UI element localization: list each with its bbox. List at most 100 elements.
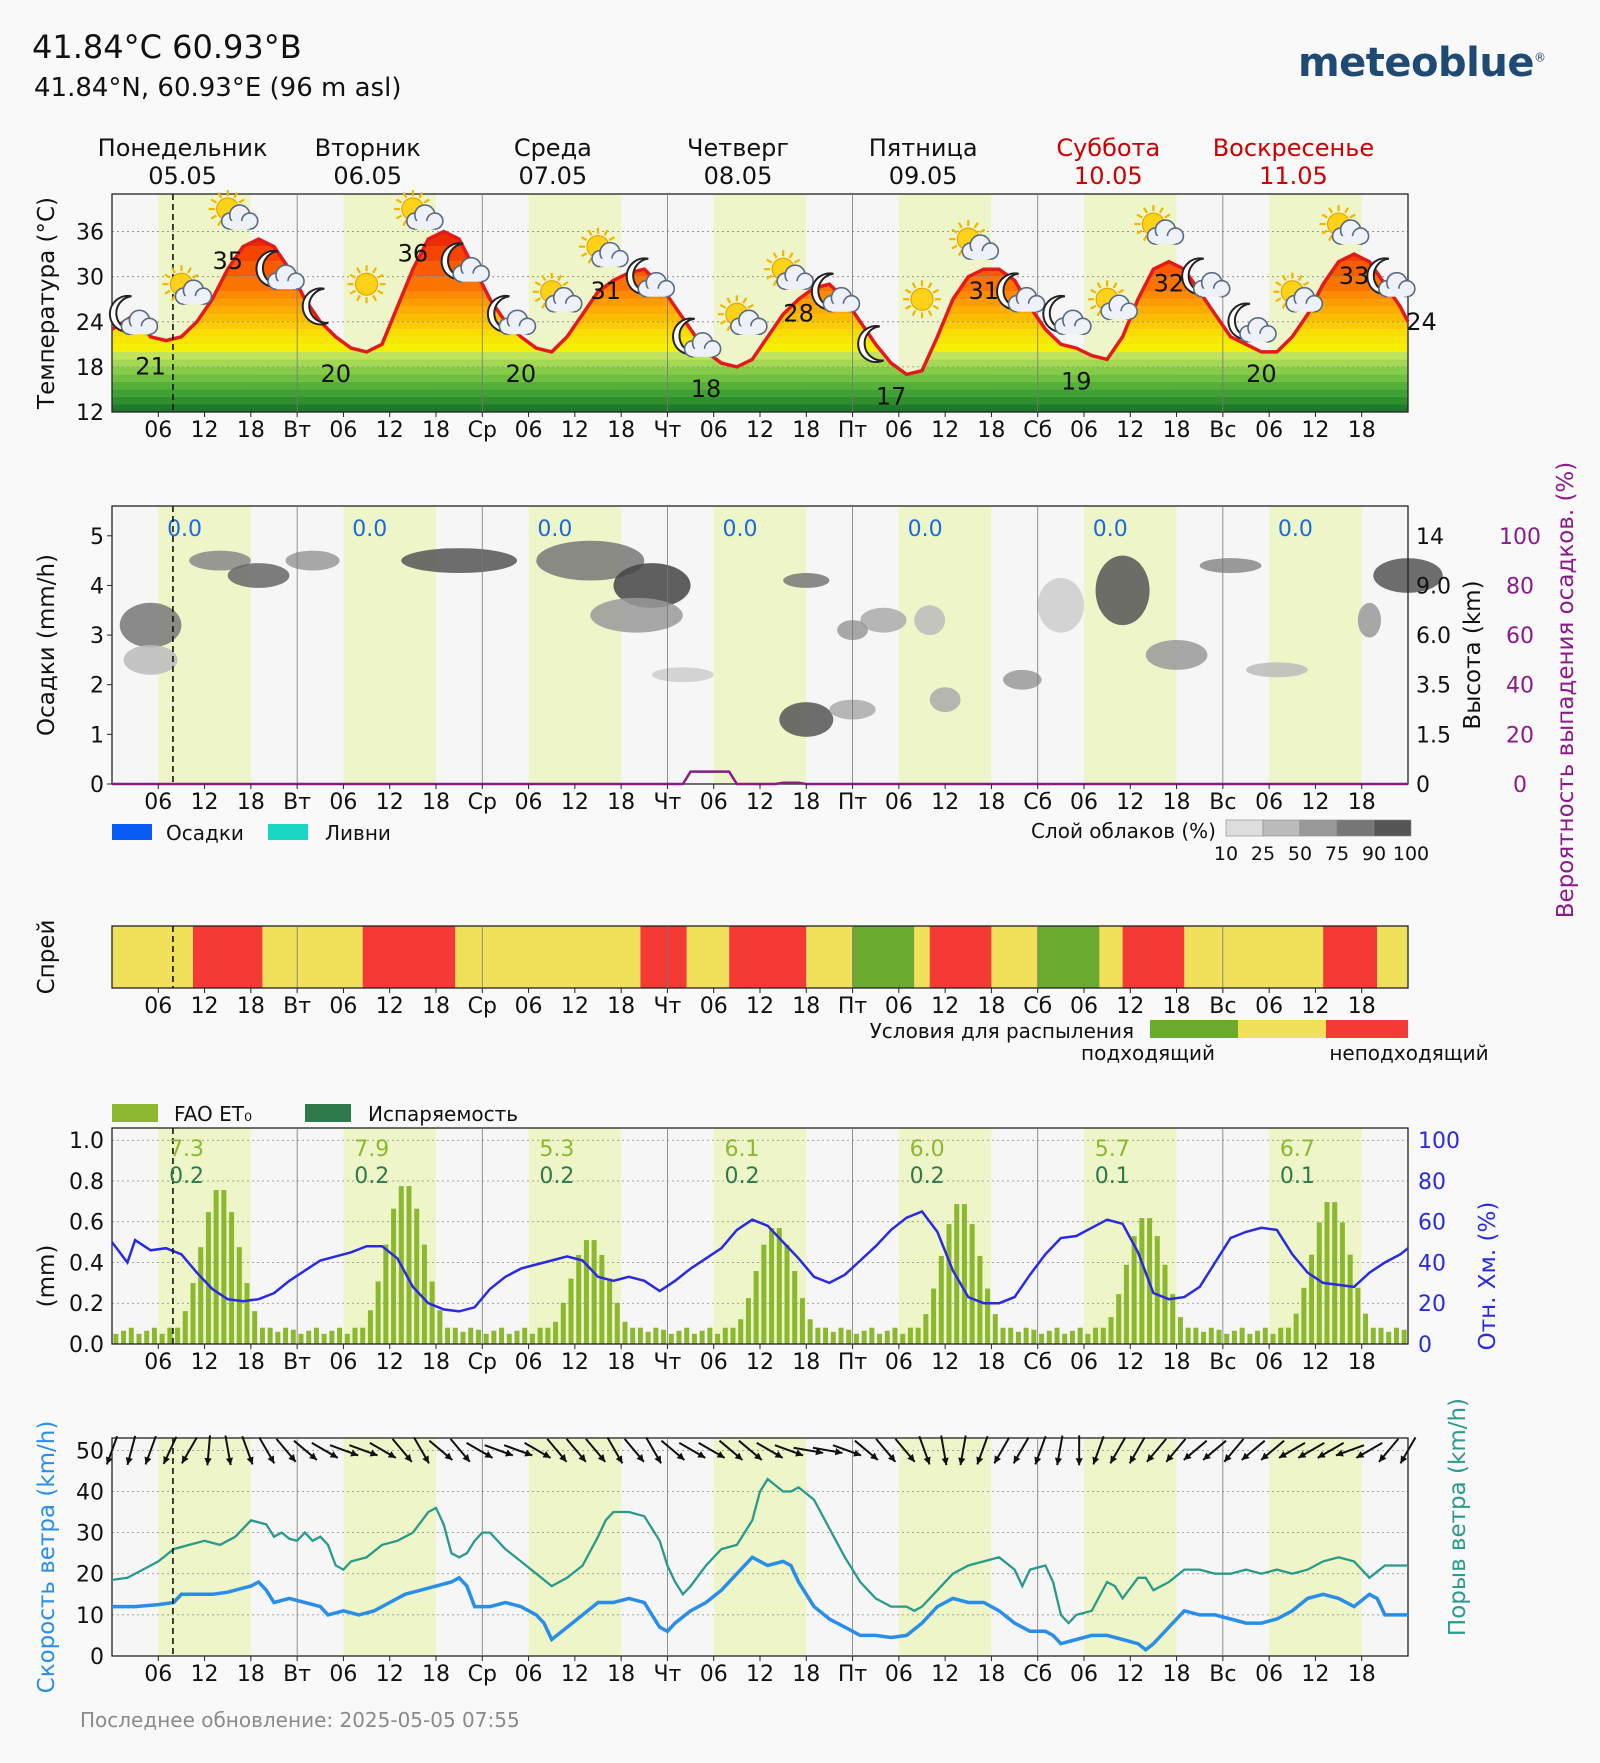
sun-ray xyxy=(580,236,588,242)
et0-bar xyxy=(1139,1218,1145,1344)
sun-cloud-icon xyxy=(393,190,444,230)
x-tick-label: 06 xyxy=(700,1350,728,1375)
x-tick-label: 18 xyxy=(1348,418,1376,443)
y-tick-label: 36 xyxy=(76,221,104,246)
wind-direction-arrow xyxy=(275,1438,297,1463)
cloud-base xyxy=(129,326,150,335)
x-tick-label: 12 xyxy=(1301,1662,1329,1687)
et0-bar xyxy=(167,1327,173,1344)
daytime-band xyxy=(343,1128,436,1344)
et0-bar xyxy=(776,1228,782,1344)
et0-bar xyxy=(1108,1317,1114,1344)
x-tick-label: 18 xyxy=(792,994,820,1019)
wind-direction-arrow xyxy=(1297,1441,1325,1459)
et0-bar xyxy=(1069,1330,1075,1344)
moon-icon xyxy=(301,287,329,326)
et0-bar xyxy=(198,1247,204,1344)
et0-bar xyxy=(761,1244,767,1344)
wind-direction-arrow xyxy=(623,1438,645,1463)
et0-bar xyxy=(491,1330,497,1344)
et0-bar xyxy=(352,1327,358,1344)
et0-bar xyxy=(236,1247,242,1344)
daytime-band xyxy=(1269,506,1362,784)
arrow-head xyxy=(941,1457,949,1466)
x-tick-label: 18 xyxy=(977,790,1005,815)
meteoblue-logo[interactable]: meteoblue® xyxy=(1298,40,1546,86)
arrow-head xyxy=(774,1451,783,1458)
arrow-head xyxy=(1317,1451,1326,1458)
sun-ray xyxy=(186,267,192,274)
et0-legend-label: FAO ET₀ xyxy=(174,1102,252,1126)
x-tick-label: 12 xyxy=(191,994,219,1019)
x-tick-label: 12 xyxy=(931,1662,959,1687)
daily-et0-value: 6.7 xyxy=(1280,1137,1315,1162)
spray-segment xyxy=(1099,926,1123,988)
sun-ray xyxy=(1164,213,1171,219)
arrow-head xyxy=(994,1455,1002,1464)
sun-ray xyxy=(1281,274,1287,282)
wind-direction-arrow xyxy=(1109,1436,1127,1464)
moon-cloud-icon xyxy=(255,249,305,290)
wind-direction-arrow xyxy=(1183,1439,1208,1461)
x-tick-label: 18 xyxy=(607,1350,635,1375)
cloud-shape xyxy=(683,332,722,358)
et0-bar xyxy=(1363,1313,1369,1344)
day-date: 05.05 xyxy=(148,162,217,190)
wind-direction-arrow xyxy=(854,1439,879,1461)
et0-bar xyxy=(205,1212,211,1344)
cloud-shape xyxy=(1378,271,1416,298)
y2-tick-label: 6.0 xyxy=(1416,624,1451,649)
temperature-label: 36 xyxy=(398,240,429,268)
arrow-head xyxy=(267,1455,275,1464)
daytime-band xyxy=(343,506,436,784)
sun-ray xyxy=(1117,288,1125,294)
wind-direction-arrow xyxy=(698,1441,726,1459)
wind-direction-arrow xyxy=(484,1444,514,1457)
wind-direction-arrow xyxy=(718,1439,744,1461)
y2-tick-label: 0 xyxy=(1416,773,1430,798)
et0-bar xyxy=(437,1310,443,1344)
x-tick-label: 06 xyxy=(1255,790,1283,815)
temperature-label: 35 xyxy=(212,247,243,275)
spray-legend-mid xyxy=(1238,1020,1326,1038)
et0-bar xyxy=(1201,1331,1207,1344)
wind-direction-arrow xyxy=(204,1435,212,1466)
et0-bar xyxy=(182,1311,188,1344)
last-updated: Последнее обновление: 2025-05-05 07:55 xyxy=(80,1708,520,1732)
wind-direction-arrow xyxy=(1278,1441,1306,1459)
wind-direction-arrow xyxy=(585,1438,606,1463)
et0-bar xyxy=(275,1331,281,1344)
sun-cloud-icon xyxy=(1088,280,1138,321)
sun-ray xyxy=(1275,281,1282,287)
cloud-legend-tick: 50 xyxy=(1288,843,1312,865)
et0-bar xyxy=(1247,1333,1253,1344)
sun-cloud-icon xyxy=(764,250,814,290)
cloud-legend-tick: 10 xyxy=(1214,843,1238,865)
x-tick-label: 12 xyxy=(376,790,404,815)
arrow-head xyxy=(329,1451,338,1458)
x-tick-label: Ср xyxy=(468,418,497,443)
arrow-head xyxy=(654,1455,662,1464)
x-tick-label: 06 xyxy=(885,418,913,443)
cloud-shape xyxy=(1285,286,1324,313)
x-tick-label: Чт xyxy=(653,790,681,815)
et0-bar xyxy=(699,1330,705,1344)
daytime-band xyxy=(898,1128,992,1344)
x-tick-label: 06 xyxy=(700,994,728,1019)
et0-bar xyxy=(136,1333,142,1344)
et0-bar xyxy=(1123,1264,1129,1344)
x-tick-label: 06 xyxy=(515,418,543,443)
et0-bar xyxy=(298,1333,304,1344)
cloud-shape xyxy=(730,309,768,336)
cloud-base xyxy=(1109,311,1130,320)
x-tick-label: Пт xyxy=(838,418,868,443)
sun-cloud-icon xyxy=(949,220,1000,260)
temperature-label: 19 xyxy=(1061,367,1092,395)
x-tick-label: 06 xyxy=(144,1350,172,1375)
daily-precip-total: 0.0 xyxy=(1093,517,1128,542)
temperature-label: 28 xyxy=(783,300,814,328)
temperature-band xyxy=(112,381,1408,390)
arrow-head xyxy=(676,1452,685,1460)
spray-segment xyxy=(362,926,456,988)
